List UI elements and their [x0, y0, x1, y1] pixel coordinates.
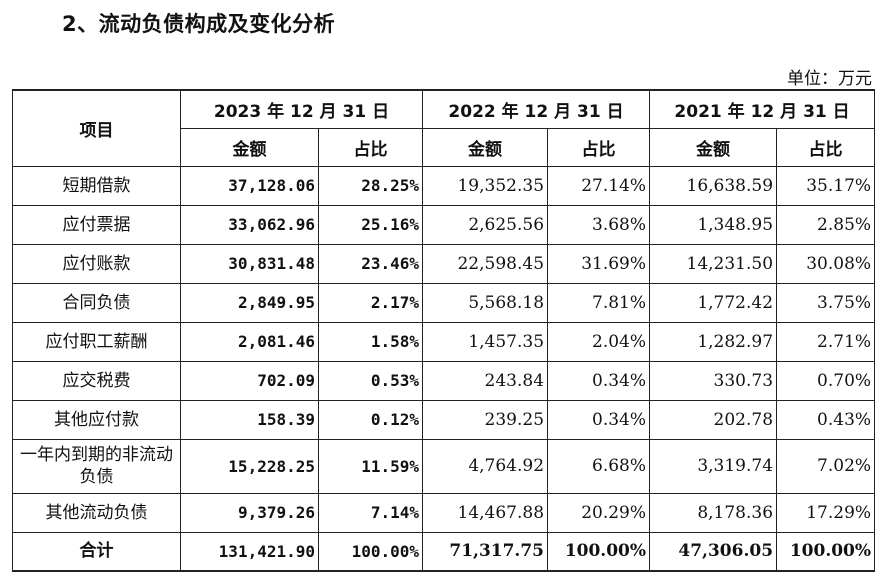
row-item: 短期借款: [12, 165, 181, 206]
cell-ratio-2023: 0.12%: [317, 399, 424, 440]
section-heading: 2、流动负债构成及变化分析: [62, 12, 336, 36]
header-ratio: 占比: [317, 127, 424, 167]
cell-ratio-2022: 3.68%: [547, 204, 651, 245]
cell-amount-2023: 33,062.96: [180, 204, 319, 245]
cell-amount-2023: 37,128.06: [180, 165, 319, 206]
header-amount: 金额: [649, 127, 778, 167]
cell-ratio-2023: 11.59%: [317, 438, 424, 494]
cell-amount-2023: 702.09: [180, 360, 319, 401]
cell-amount-2021: 1,348.95: [649, 204, 778, 245]
cell-amount-2021: 330.73: [649, 360, 778, 401]
cell-ratio-2023: 2.17%: [317, 282, 424, 323]
cell-ratio-2022: 31.69%: [547, 243, 651, 284]
table-row: 应付票据 33,062.96 25.16% 2,625.56 3.68% 1,3…: [12, 204, 876, 245]
cell-amount-2021: 16,638.59: [649, 165, 778, 206]
cell-amount-2022: 243.84: [422, 360, 549, 401]
cell-ratio-2021: 0.43%: [776, 399, 876, 440]
table-row: 应付账款 30,831.48 23.46% 22,598.45 31.69% 1…: [12, 243, 876, 284]
cell-amount-2021: 14,231.50: [649, 243, 778, 284]
row-item: 其他流动负债: [12, 492, 181, 533]
header-amount: 金额: [422, 127, 549, 167]
total-ratio-2023: 100.00%: [317, 531, 424, 572]
cell-ratio-2022: 6.68%: [547, 438, 651, 494]
row-item: 应付票据: [12, 204, 181, 245]
header-period-2022: 2022 年 12 月 31 日: [422, 89, 651, 129]
cell-ratio-2022: 20.29%: [547, 492, 651, 533]
row-item: 应交税费: [12, 360, 181, 401]
total-row: 合计 131,421.90 100.00% 71,317.75 100.00% …: [12, 531, 876, 572]
total-amount-2021: 47,306.05: [649, 531, 778, 572]
cell-ratio-2023: 23.46%: [317, 243, 424, 284]
cell-amount-2023: 9,379.26: [180, 492, 319, 533]
cell-ratio-2021: 2.71%: [776, 321, 876, 362]
cell-ratio-2021: 30.08%: [776, 243, 876, 284]
table-row: 短期借款 37,128.06 28.25% 19,352.35 27.14% 1…: [12, 165, 876, 206]
table-row: 应交税费 702.09 0.53% 243.84 0.34% 330.73 0.…: [12, 360, 876, 401]
cell-ratio-2022: 0.34%: [547, 360, 651, 401]
table-row: 一年内到期的非流动负债 15,228.25 11.59% 4,764.92 6.…: [12, 438, 876, 494]
row-item: 一年内到期的非流动负债: [12, 438, 181, 494]
row-item: 应付账款: [12, 243, 181, 284]
cell-amount-2022: 5,568.18: [422, 282, 549, 323]
cell-ratio-2022: 27.14%: [547, 165, 651, 206]
total-ratio-2021: 100.00%: [776, 531, 876, 572]
liabilities-table: 项目 2023 年 12 月 31 日 2022 年 12 月 31 日 202…: [12, 89, 876, 572]
cell-ratio-2021: 2.85%: [776, 204, 876, 245]
cell-ratio-2023: 25.16%: [317, 204, 424, 245]
cell-ratio-2021: 17.29%: [776, 492, 876, 533]
cell-ratio-2022: 2.04%: [547, 321, 651, 362]
cell-ratio-2021: 35.17%: [776, 165, 876, 206]
header-period-2023: 2023 年 12 月 31 日: [179, 89, 424, 129]
total-label: 合计: [12, 531, 181, 572]
total-ratio-2022: 100.00%: [547, 531, 651, 572]
cell-amount-2021: 1,772.42: [649, 282, 778, 323]
header-period-2021: 2021 年 12 月 31 日: [649, 89, 876, 129]
cell-amount-2021: 202.78: [649, 399, 778, 440]
cell-amount-2021: 8,178.36: [649, 492, 778, 533]
cell-amount-2023: 158.39: [180, 399, 319, 440]
header-ratio: 占比: [776, 127, 876, 167]
cell-ratio-2022: 7.81%: [547, 282, 651, 323]
cell-amount-2022: 2,625.56: [422, 204, 549, 245]
table-row: 其他应付款 158.39 0.12% 239.25 0.34% 202.78 0…: [12, 399, 876, 440]
cell-ratio-2023: 28.25%: [317, 165, 424, 206]
total-amount-2022: 71,317.75: [422, 531, 549, 572]
cell-amount-2023: 30,831.48: [180, 243, 319, 284]
cell-ratio-2023: 1.58%: [317, 321, 424, 362]
row-item: 其他应付款: [12, 399, 181, 440]
header-ratio: 占比: [547, 127, 651, 167]
cell-ratio-2021: 7.02%: [776, 438, 876, 494]
cell-ratio-2021: 0.70%: [776, 360, 876, 401]
table-row: 合同负债 2,849.95 2.17% 5,568.18 7.81% 1,772…: [12, 282, 876, 323]
table-row: 其他流动负债 9,379.26 7.14% 14,467.88 20.29% 8…: [12, 492, 876, 533]
total-amount-2023: 131,421.90: [180, 531, 319, 572]
unit-label: 单位：万元: [787, 69, 872, 89]
header-amount: 金额: [180, 127, 319, 167]
row-item: 应付职工薪酬: [12, 321, 181, 362]
cell-amount-2022: 19,352.35: [422, 165, 549, 206]
cell-amount-2022: 1,457.35: [422, 321, 549, 362]
cell-amount-2023: 2,081.46: [180, 321, 319, 362]
cell-amount-2022: 4,764.92: [422, 438, 549, 494]
cell-amount-2023: 15,228.25: [180, 438, 319, 494]
row-item: 合同负债: [12, 282, 181, 323]
header-item: 项目: [12, 89, 181, 167]
cell-amount-2022: 22,598.45: [422, 243, 549, 284]
cell-amount-2023: 2,849.95: [180, 282, 319, 323]
cell-amount-2022: 14,467.88: [422, 492, 549, 533]
table-row: 应付职工薪酬 2,081.46 1.58% 1,457.35 2.04% 1,2…: [12, 321, 876, 362]
cell-ratio-2021: 3.75%: [776, 282, 876, 323]
cell-amount-2021: 1,282.97: [649, 321, 778, 362]
cell-ratio-2023: 7.14%: [317, 492, 424, 533]
cell-ratio-2023: 0.53%: [317, 360, 424, 401]
cell-amount-2022: 239.25: [422, 399, 549, 440]
cell-amount-2021: 3,319.74: [649, 438, 778, 494]
cell-ratio-2022: 0.34%: [547, 399, 651, 440]
